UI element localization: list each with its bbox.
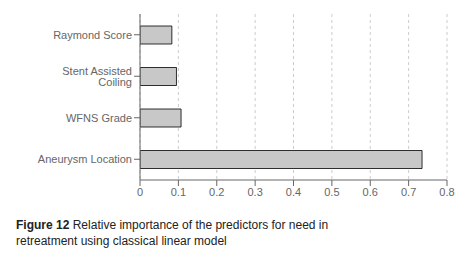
svg-text:0.7: 0.7 [401, 186, 416, 198]
html-text:Figure 12 Relative importance: Figure 12 Relative importance of the pre… [16, 218, 329, 248]
svg-text:0.5: 0.5 [324, 186, 339, 198]
svg-text:Stent AssistedCoiling: Stent AssistedCoiling [62, 65, 132, 88]
svg-text:0.2: 0.2 [209, 186, 224, 198]
svg-text:WFNS Grade: WFNS Grade [66, 112, 132, 124]
svg-text:Aneurysm Location: Aneurysm Location [38, 153, 132, 165]
svg-text:0.6: 0.6 [363, 186, 378, 198]
svg-text:0.8: 0.8 [439, 186, 454, 198]
svg-text:0.1: 0.1 [171, 186, 186, 198]
svg-text:0: 0 [137, 186, 143, 198]
svg-text:0.4: 0.4 [286, 186, 301, 198]
svg-text:Raymond Score: Raymond Score [53, 29, 132, 41]
svg-text:0.3: 0.3 [247, 186, 262, 198]
